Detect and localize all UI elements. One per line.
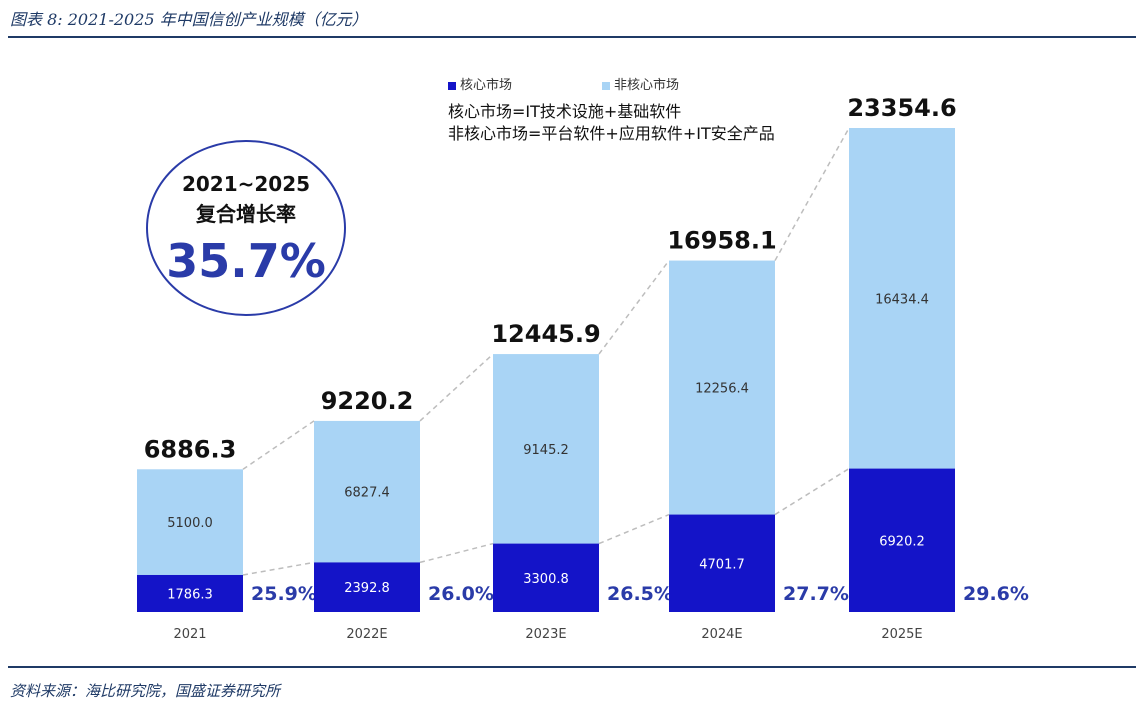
total-label-2025E: 23354.6: [847, 94, 956, 122]
total-label-2024E: 16958.1: [667, 227, 776, 255]
total-label-2021: 6886.3: [144, 435, 237, 463]
cagr-badge: 2021~2025 复合增长率 35.7%: [146, 140, 346, 316]
x-tick-2025E: 2025E: [881, 627, 922, 642]
note-noncore-definition: 非核心市场=平台软件+应用软件+IT安全产品: [448, 124, 775, 143]
bar-core-2025E: [849, 468, 955, 612]
bar-core-2024E: [669, 514, 775, 612]
bar-noncore-2021: [137, 469, 243, 575]
cagr-label: 复合增长率: [196, 202, 296, 226]
label-noncore-2025E: 16434.4: [875, 292, 929, 307]
cagr-years: 2021~2025: [181, 172, 311, 196]
trend-line-total-3: [774, 127, 850, 261]
label-noncore-2024E: 12256.4: [695, 382, 749, 397]
share-label-2022E: 26.0%: [428, 583, 494, 605]
bar-core-2021: [137, 574, 243, 612]
share-label-2023E: 26.5%: [607, 583, 673, 605]
share-label-2025E: 29.6%: [963, 583, 1029, 605]
bar-noncore-2025E: [849, 128, 955, 469]
label-core-2021: 1786.3: [167, 587, 213, 602]
bar-noncore-2023E: [493, 354, 599, 544]
trend-line-core-2: [598, 513, 670, 545]
legend-swatch-noncore: [602, 81, 610, 90]
label-noncore-2021: 5100.0: [167, 516, 213, 531]
label-core-2023E: 3300.8: [523, 572, 569, 587]
x-tick-2021: 2021: [173, 627, 206, 642]
note-core-definition: 核心市场=IT技术设施+基础软件: [448, 102, 682, 121]
cagr-value: 35.7%: [166, 234, 326, 288]
label-noncore-2023E: 9145.2: [523, 443, 569, 458]
share-label-2024E: 27.7%: [783, 583, 849, 605]
bar-core-2023E: [493, 543, 599, 612]
label-core-2024E: 4701.7: [699, 557, 745, 572]
legend-label-noncore: 非核心市场: [614, 78, 680, 93]
legend-swatch-core: [448, 81, 456, 90]
legend-item-noncore: 非核心市场: [602, 74, 679, 93]
x-tick-2023E: 2023E: [525, 627, 566, 642]
x-tick-2022E: 2022E: [346, 627, 387, 642]
bar-noncore-2022E: [314, 420, 420, 563]
total-label-2022E: 9220.2: [321, 387, 414, 415]
total-label-2023E: 12445.9: [491, 320, 600, 348]
bottom-rule: [8, 666, 1136, 668]
trend-line-total-0: [242, 420, 315, 470]
label-noncore-2022E: 6827.4: [344, 486, 390, 501]
trend-line-core-0: [242, 561, 315, 576]
figure-source: 资料来源：海比研究院，国盛证券研究所: [10, 682, 281, 700]
trend-line-total-2: [598, 260, 670, 355]
label-core-2022E: 2392.8: [344, 581, 390, 596]
bar-core-2022E: [314, 562, 420, 612]
trend-line-core-1: [419, 542, 494, 564]
share-label-2021: 25.9%: [251, 583, 317, 605]
trend-line-total-1: [419, 353, 494, 422]
label-core-2025E: 6920.2: [879, 534, 925, 549]
x-tick-2024E: 2024E: [701, 627, 742, 642]
legend-item-core: 核心市场: [448, 74, 512, 93]
trend-line-core-3: [774, 467, 850, 516]
top-rule: [8, 36, 1136, 38]
bar-noncore-2024E: [669, 260, 775, 515]
legend-label-core: 核心市场: [460, 78, 513, 93]
figure-title: 图表 8: 2021-2025 年中国信创产业规模（亿元）: [10, 10, 368, 29]
